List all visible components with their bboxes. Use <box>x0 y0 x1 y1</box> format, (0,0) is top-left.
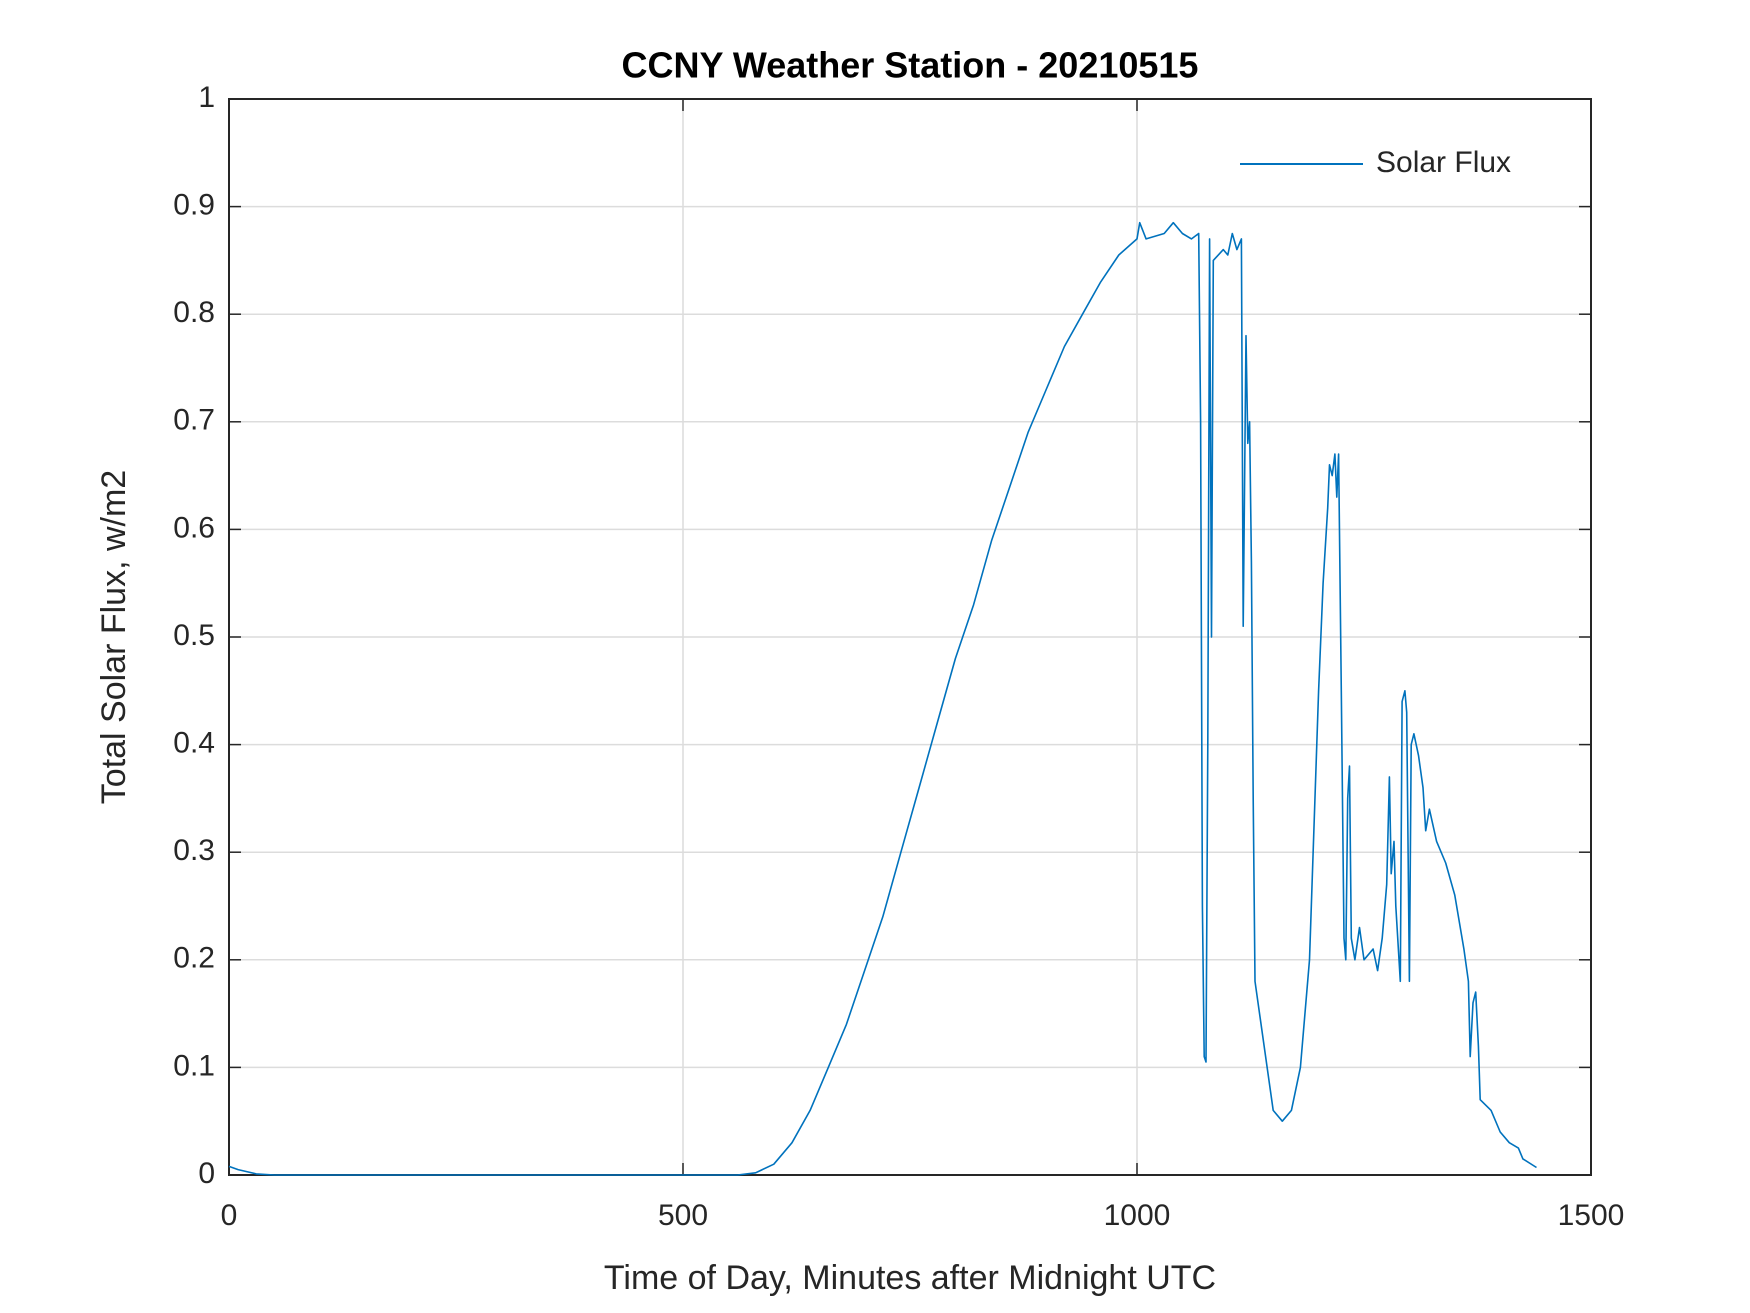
chart-title: CCNY Weather Station - 20210515 <box>622 45 1199 86</box>
y-tick-label: 0.6 <box>173 511 215 544</box>
legend-label: Solar Flux <box>1376 146 1511 179</box>
y-tick-label: 0 <box>198 1157 215 1190</box>
y-tick-label: 1 <box>198 81 215 114</box>
y-tick-label: 0.8 <box>173 296 215 329</box>
y-axis-label: Total Solar Flux, w/m2 <box>95 470 133 804</box>
x-tick-label: 1000 <box>1104 1199 1171 1232</box>
y-tick-label: 0.7 <box>173 404 215 437</box>
y-tick-label: 0.4 <box>173 727 215 760</box>
axes-box <box>228 98 1592 1176</box>
data-line <box>228 221 1537 1176</box>
y-tick-label: 0.1 <box>173 1049 215 1082</box>
x-tick-label: 500 <box>658 1199 708 1232</box>
y-tick-label: 0.3 <box>173 834 215 867</box>
x-axis-label: Time of Day, Minutes after Midnight UTC <box>604 1259 1216 1297</box>
x-tick-label: 1500 <box>1558 1199 1625 1232</box>
y-tick-label: 0.2 <box>173 942 215 975</box>
y-tick-label: 0.9 <box>173 189 215 222</box>
x-tick-label: 0 <box>221 1199 238 1232</box>
y-tick-label: 0.5 <box>173 619 215 652</box>
